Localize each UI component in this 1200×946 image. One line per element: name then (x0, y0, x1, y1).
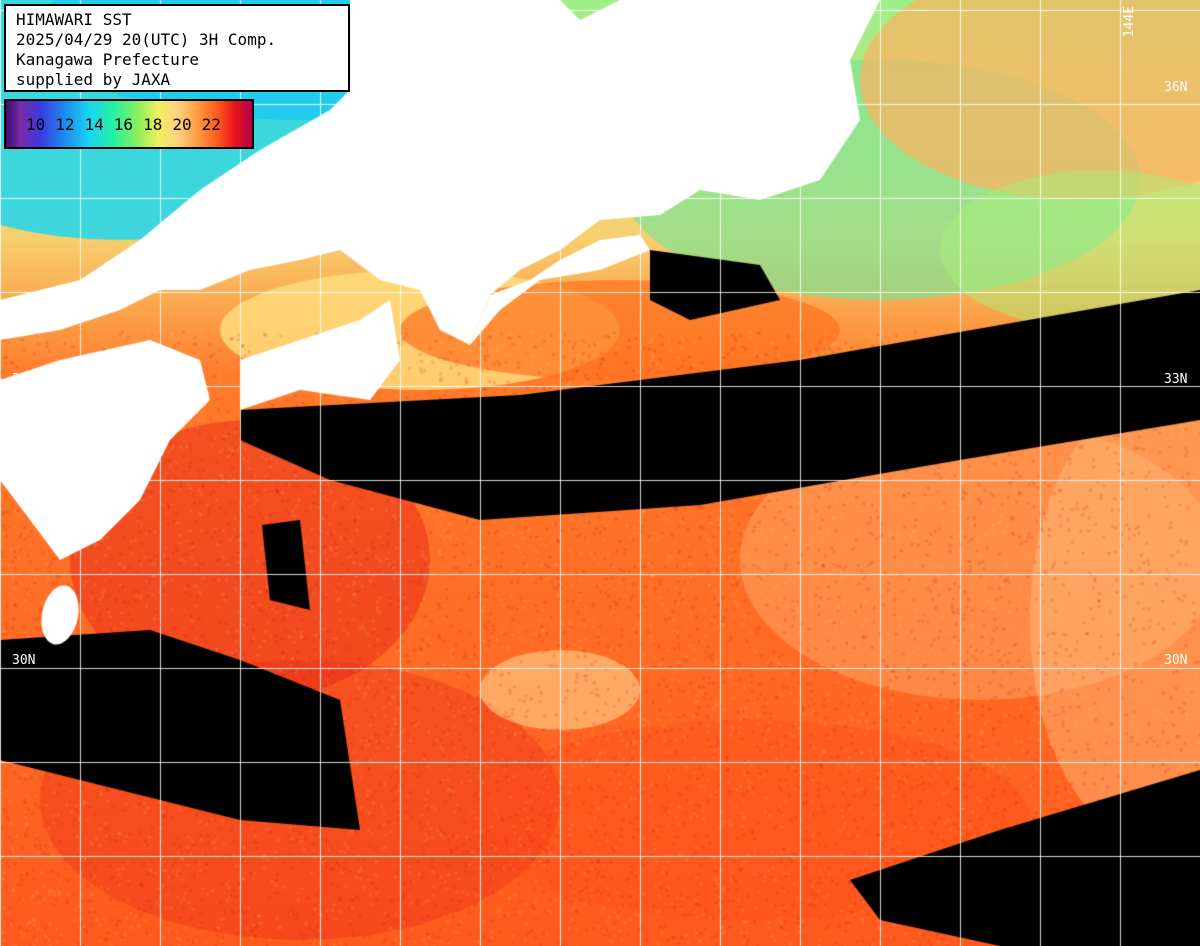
legend-tick: 18 (143, 115, 162, 134)
color-scale-legend: 10 12 14 16 18 20 22 (4, 99, 254, 149)
lat-label-36-right: 36N (1164, 81, 1187, 95)
title-line-2: 2025/04/29 20(UTC) 3H Comp. (16, 30, 338, 50)
title-box: HIMAWARI SST 2025/04/29 20(UTC) 3H Comp.… (4, 4, 350, 92)
lon-label-144: 144E (1123, 6, 1137, 37)
lat-label-33-left: 33N (12, 373, 35, 387)
legend-tick: 22 (202, 115, 221, 134)
title-line-4: supplied by JAXA (16, 70, 338, 90)
lat-label-33-right: 33N (1164, 373, 1187, 387)
lat-label-30-right: 30N (1164, 654, 1187, 668)
legend-tick: 20 (172, 115, 191, 134)
legend-tick: 14 (85, 115, 104, 134)
legend-tick: 16 (114, 115, 133, 134)
title-line-3: Kanagawa Prefecture (16, 50, 338, 70)
lon-label-136: 136E (483, 6, 497, 37)
legend-tick: 10 (26, 115, 45, 134)
legend-tick: 12 (55, 115, 74, 134)
lat-label-30-left: 30N (12, 654, 35, 668)
title-line-1: HIMAWARI SST (16, 10, 338, 30)
